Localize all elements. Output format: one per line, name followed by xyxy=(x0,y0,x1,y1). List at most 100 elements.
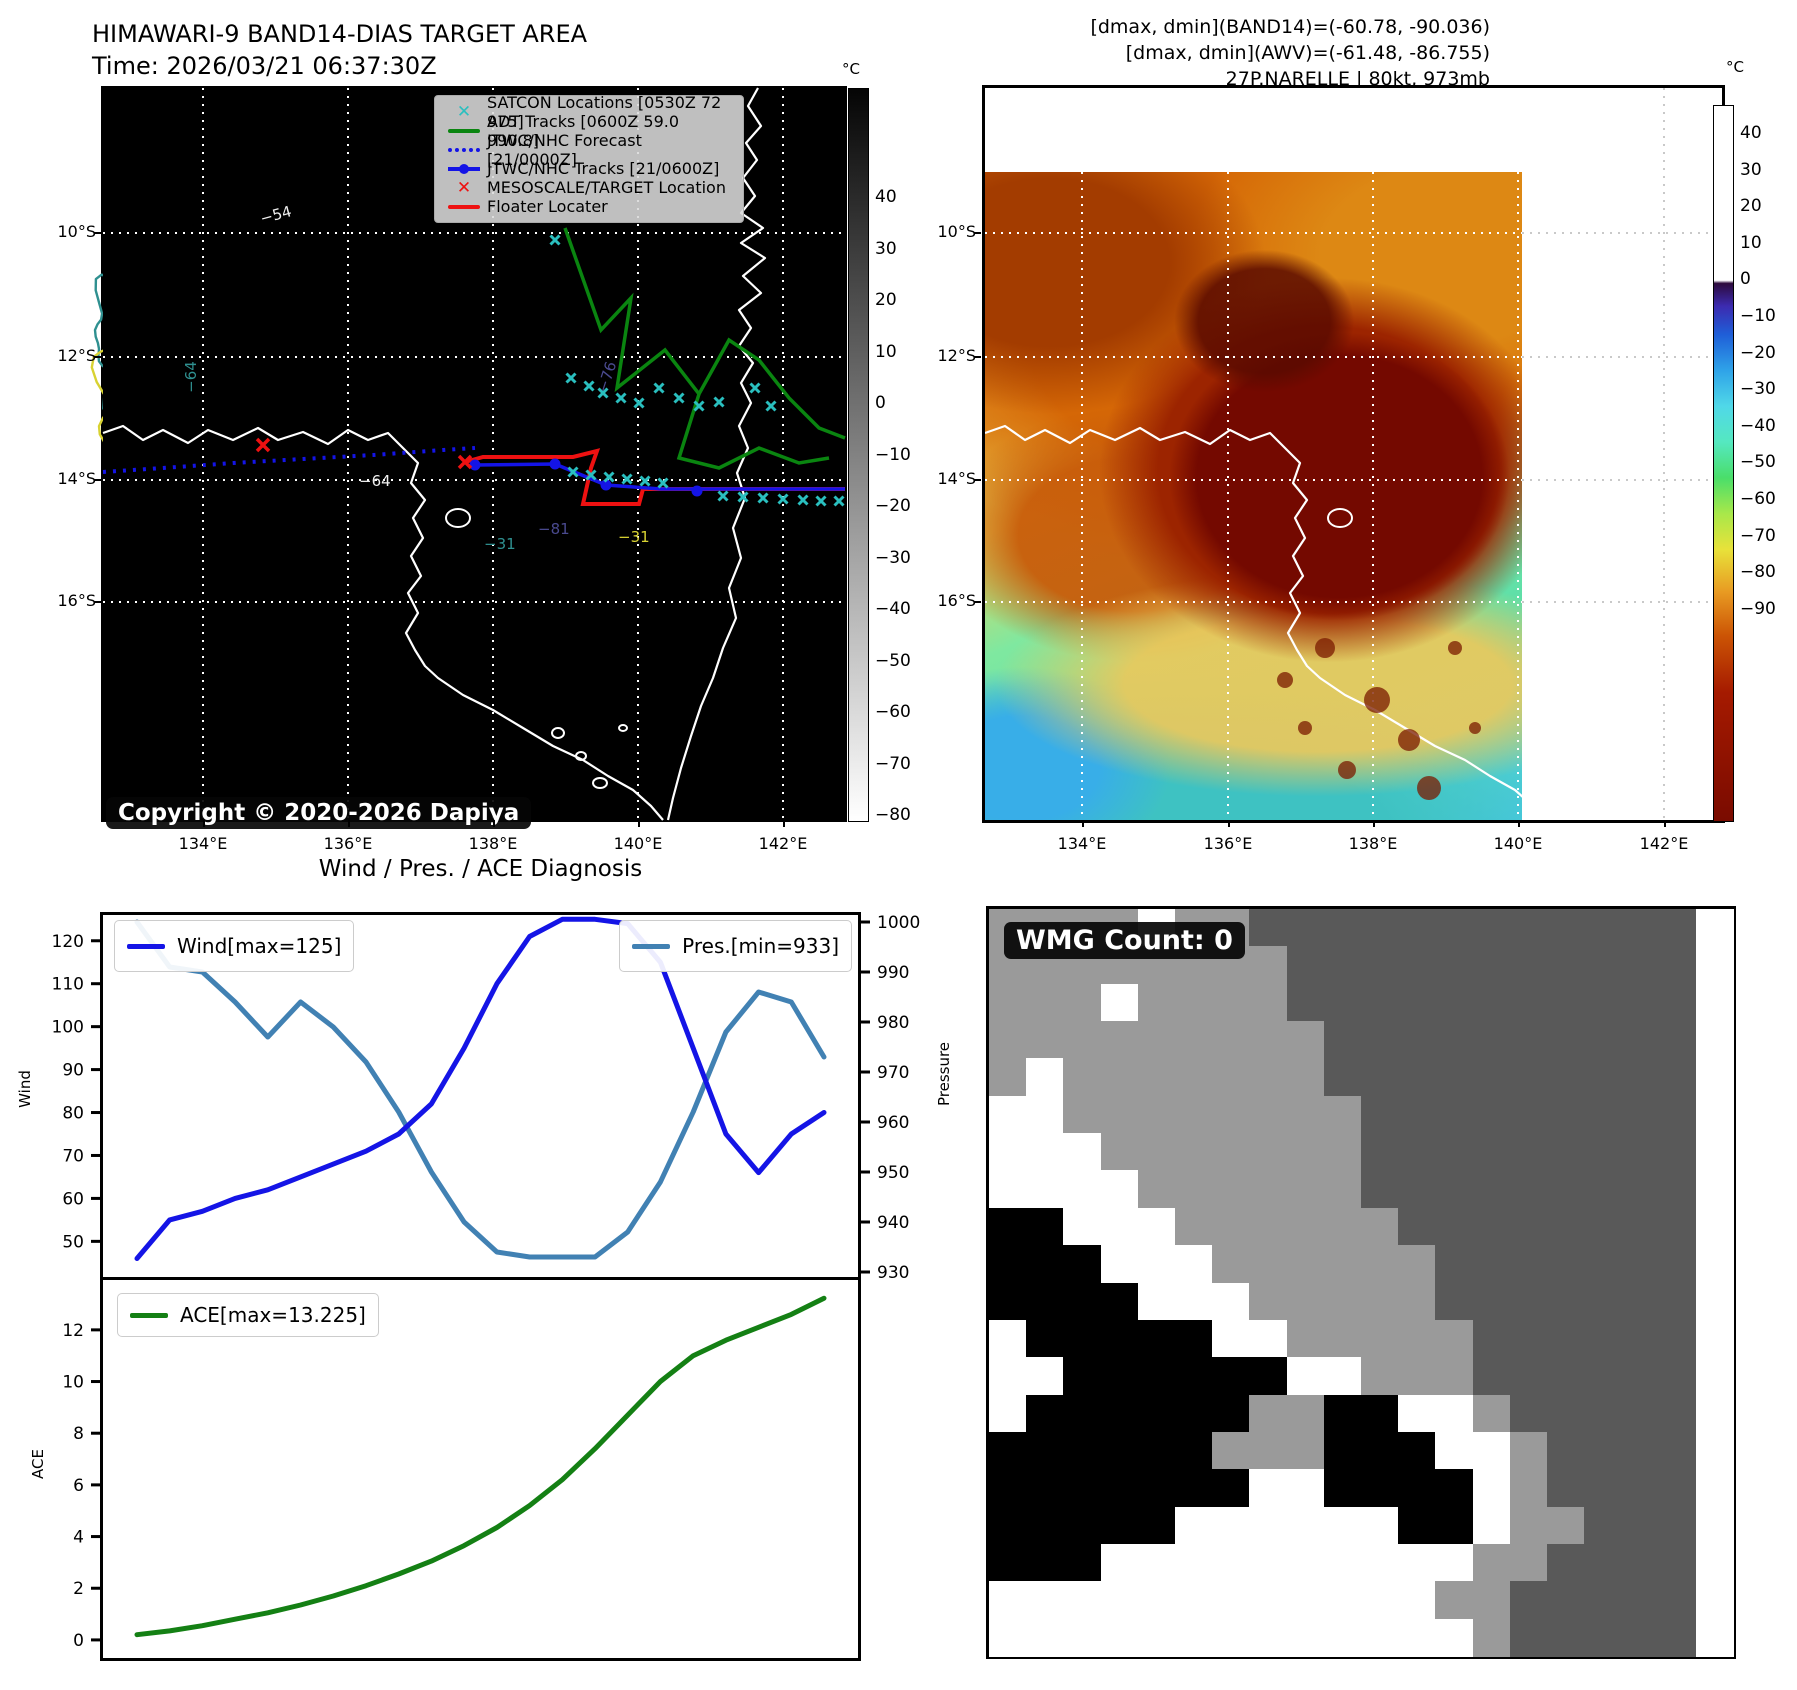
wmg-cell xyxy=(1137,1282,1176,1321)
satcon-marker xyxy=(673,392,685,404)
wmg-cell xyxy=(1472,1282,1511,1321)
wmg-cell xyxy=(1472,1394,1511,1433)
wmg-cell xyxy=(1063,1058,1102,1097)
wmg-cell xyxy=(1695,1133,1734,1172)
wmg-cell xyxy=(1658,983,1697,1022)
band14-lat-tick: 10°S xyxy=(57,222,96,241)
awv-cloud-image xyxy=(985,172,1522,820)
island-outline xyxy=(618,724,628,732)
wmg-cell xyxy=(1435,1170,1474,1209)
wmg-cell xyxy=(1435,1095,1474,1134)
coastline xyxy=(666,87,767,821)
wmg-cell xyxy=(1323,1021,1362,1060)
wmg-cell xyxy=(1658,1544,1697,1582)
wmg-cell xyxy=(1361,909,1399,947)
axis-tick xyxy=(94,232,101,234)
axis-tick xyxy=(94,479,101,481)
wmg-cell xyxy=(1658,1394,1697,1433)
wmg-cell xyxy=(1509,983,1548,1022)
wmg-cell xyxy=(1361,1207,1399,1246)
ace-series-line xyxy=(134,1295,827,1638)
wmg-cell xyxy=(1509,909,1548,947)
axis-tick xyxy=(1228,820,1230,827)
wmg-cell xyxy=(1137,1581,1176,1620)
axis-tick-label: 100 xyxy=(52,1018,84,1038)
satcon-marker xyxy=(653,382,665,394)
wmg-cell xyxy=(1100,1058,1139,1097)
wmg-cell xyxy=(1175,1095,1213,1134)
band14-colorbar-tick: −40 xyxy=(875,599,911,619)
wmg-cell xyxy=(1398,946,1436,985)
awv-colorbar-tick: −20 xyxy=(1740,342,1776,363)
wmg-cell xyxy=(1658,1581,1697,1620)
axis-tick-label: 940 xyxy=(877,1213,909,1233)
wmg-cell xyxy=(1472,1319,1511,1358)
wmg-cell xyxy=(1026,1319,1064,1358)
wmg-cell xyxy=(1435,1618,1474,1657)
wmg-cell xyxy=(1658,1207,1697,1246)
wmg-cell xyxy=(1100,1133,1139,1172)
adt-track-line xyxy=(563,227,846,440)
wmg-cell xyxy=(1063,1544,1102,1582)
cold-cloud-speckle xyxy=(1277,672,1293,688)
wmg-cell xyxy=(1435,1207,1474,1246)
wmg-cell xyxy=(1026,1469,1064,1508)
cold-cloud-speckle xyxy=(1298,721,1312,735)
wmg-cell xyxy=(1286,1469,1325,1508)
wmg-cell xyxy=(1621,1581,1660,1620)
wmg-cell xyxy=(1361,1431,1399,1470)
wmg-cell xyxy=(1026,1431,1064,1470)
wmg-cell xyxy=(1323,1469,1362,1508)
axis-tick-label: 60 xyxy=(62,1189,84,1209)
wmg-cell xyxy=(1286,1245,1325,1284)
satcon-marker xyxy=(567,466,579,478)
wmg-cell xyxy=(1175,1431,1213,1470)
wmg-cell xyxy=(1472,1095,1511,1134)
band14-lon-tick: 138°E xyxy=(468,834,518,853)
wmg-cell xyxy=(1323,1245,1362,1284)
jtwc-track-point xyxy=(469,459,481,471)
wmg-cell xyxy=(1398,1618,1436,1657)
wmg-cell xyxy=(1509,1394,1548,1433)
wmg-cell xyxy=(1212,1021,1250,1060)
axis-tick-label: 930 xyxy=(877,1263,909,1283)
axis-tick-label: 12 xyxy=(62,1321,84,1341)
wmg-cell xyxy=(1212,1506,1250,1545)
wmg-cell xyxy=(1547,1544,1585,1582)
satcon-marker xyxy=(693,400,705,412)
wmg-cell xyxy=(1584,1245,1622,1284)
wmg-cell xyxy=(1100,1282,1139,1321)
wmg-cell xyxy=(1323,1544,1362,1582)
contour-label: −81 xyxy=(538,520,570,538)
wmg-cell xyxy=(1100,1618,1139,1657)
wmg-cell xyxy=(989,983,1027,1022)
axis-tick-label: 8 xyxy=(73,1424,84,1444)
satcon-marker xyxy=(717,490,729,502)
timestamp: Time: 2026/03/21 06:37:30Z xyxy=(92,52,437,80)
wmg-cell xyxy=(1509,1245,1548,1284)
wmg-cell xyxy=(1658,1506,1697,1545)
wmg-cell xyxy=(1695,1207,1734,1246)
wmg-cell xyxy=(1137,1245,1176,1284)
band14-lat-tick: 16°S xyxy=(57,591,96,610)
wmg-cell xyxy=(1621,1431,1660,1470)
axis-tick xyxy=(348,820,350,827)
satcon-marker xyxy=(633,397,645,409)
wmg-cell xyxy=(1323,983,1362,1022)
wmg-cell xyxy=(1323,1431,1362,1470)
wmg-cell xyxy=(1212,1058,1250,1097)
wmg-cell xyxy=(1286,1431,1325,1470)
wmg-cell xyxy=(1361,1469,1399,1508)
wmg-cell xyxy=(1658,1319,1697,1358)
wmg-cell xyxy=(1547,1394,1585,1433)
wmg-cell xyxy=(1547,1021,1585,1060)
wmg-cell xyxy=(1286,1207,1325,1246)
legend-item-label: ADT Tracks [0600Z 59.0 990.8] xyxy=(487,111,680,150)
wmg-cell xyxy=(1026,1095,1064,1134)
wmg-cell xyxy=(1286,1618,1325,1657)
band14-colorbar-tick: −20 xyxy=(875,496,911,516)
wmg-cell xyxy=(1249,1506,1288,1545)
awv-lon-tick: 136°E xyxy=(1203,834,1253,853)
wmg-cell xyxy=(1361,1021,1399,1060)
wmg-cell xyxy=(1361,1394,1399,1433)
